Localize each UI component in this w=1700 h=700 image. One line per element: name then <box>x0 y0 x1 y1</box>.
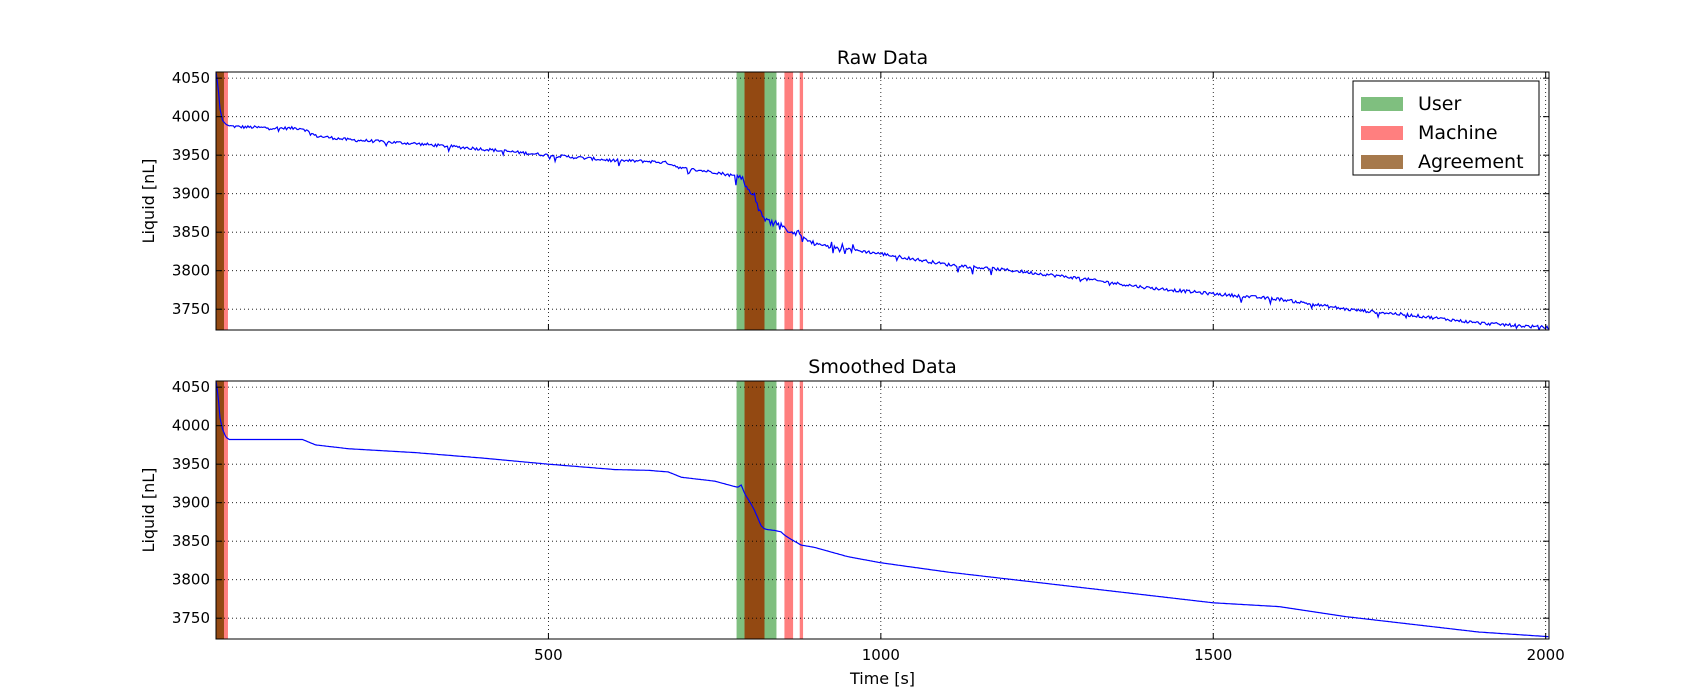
axes-frame <box>215 380 1550 640</box>
y-tick-label: 3750 <box>172 609 210 627</box>
y-tick-label: 4050 <box>172 378 210 396</box>
grid <box>216 381 1549 639</box>
chart-title: Smoothed Data <box>808 356 956 378</box>
shaded-regions <box>216 381 804 639</box>
y-tick-label: 3750 <box>172 300 210 318</box>
y-axis-label: Liquid [nL] <box>139 468 158 553</box>
x-tick-label: 2000 <box>1527 646 1565 664</box>
agreement-region <box>216 72 224 330</box>
machine-region <box>799 381 804 639</box>
machine-region <box>799 72 804 330</box>
y-tick-label: 3800 <box>172 571 210 589</box>
y-tick-label: 3850 <box>172 223 210 241</box>
x-tick-label: 1000 <box>862 646 900 664</box>
data-line-series-0 <box>216 72 1549 330</box>
panel-smoothed: 500 1000 1500 2000 3750 3800 3850 3900 3950 4000 4… <box>139 356 1565 688</box>
y-tick-label: 3900 <box>172 185 210 203</box>
chart-title: Raw Data <box>837 47 928 69</box>
y-tick-label: 3800 <box>172 262 210 280</box>
y-tick-label: 4000 <box>172 417 210 435</box>
legend-label-agreement: Agreement <box>1418 151 1524 173</box>
y-tick-label: 3950 <box>172 455 210 473</box>
x-tick-label: 500 <box>534 646 563 664</box>
y-tick-label: 3900 <box>172 494 210 512</box>
grid <box>216 72 1549 330</box>
data-line-series-0 <box>216 381 1549 638</box>
agreement-region <box>216 381 224 639</box>
x-tick-label: 1500 <box>1194 646 1232 664</box>
y-tick-label: 4000 <box>172 108 210 126</box>
legend-label-machine: Machine <box>1418 122 1498 144</box>
y-tick-label: 3950 <box>172 146 210 164</box>
machine-region <box>784 72 794 330</box>
panel-raw: 3750 3800 3850 3900 3950 4000 4050 Raw Data Liqu… <box>139 47 1550 331</box>
axes-frame <box>215 71 1550 331</box>
legend: User Machine Agreement <box>1352 80 1540 176</box>
legend-swatch-machine <box>1361 126 1403 140</box>
y-axis-label: Liquid [nL] <box>139 159 158 244</box>
legend-swatch-user <box>1361 97 1403 111</box>
legend-swatch-agreement <box>1361 155 1403 169</box>
x-axis-label: Time [s] <box>849 669 915 688</box>
machine-region <box>784 381 794 639</box>
legend-label-user: User <box>1418 93 1461 115</box>
agreement-region <box>744 72 765 330</box>
y-tick-label: 3850 <box>172 532 210 550</box>
shaded-regions <box>216 72 804 330</box>
y-tick-label: 4050 <box>172 69 210 87</box>
